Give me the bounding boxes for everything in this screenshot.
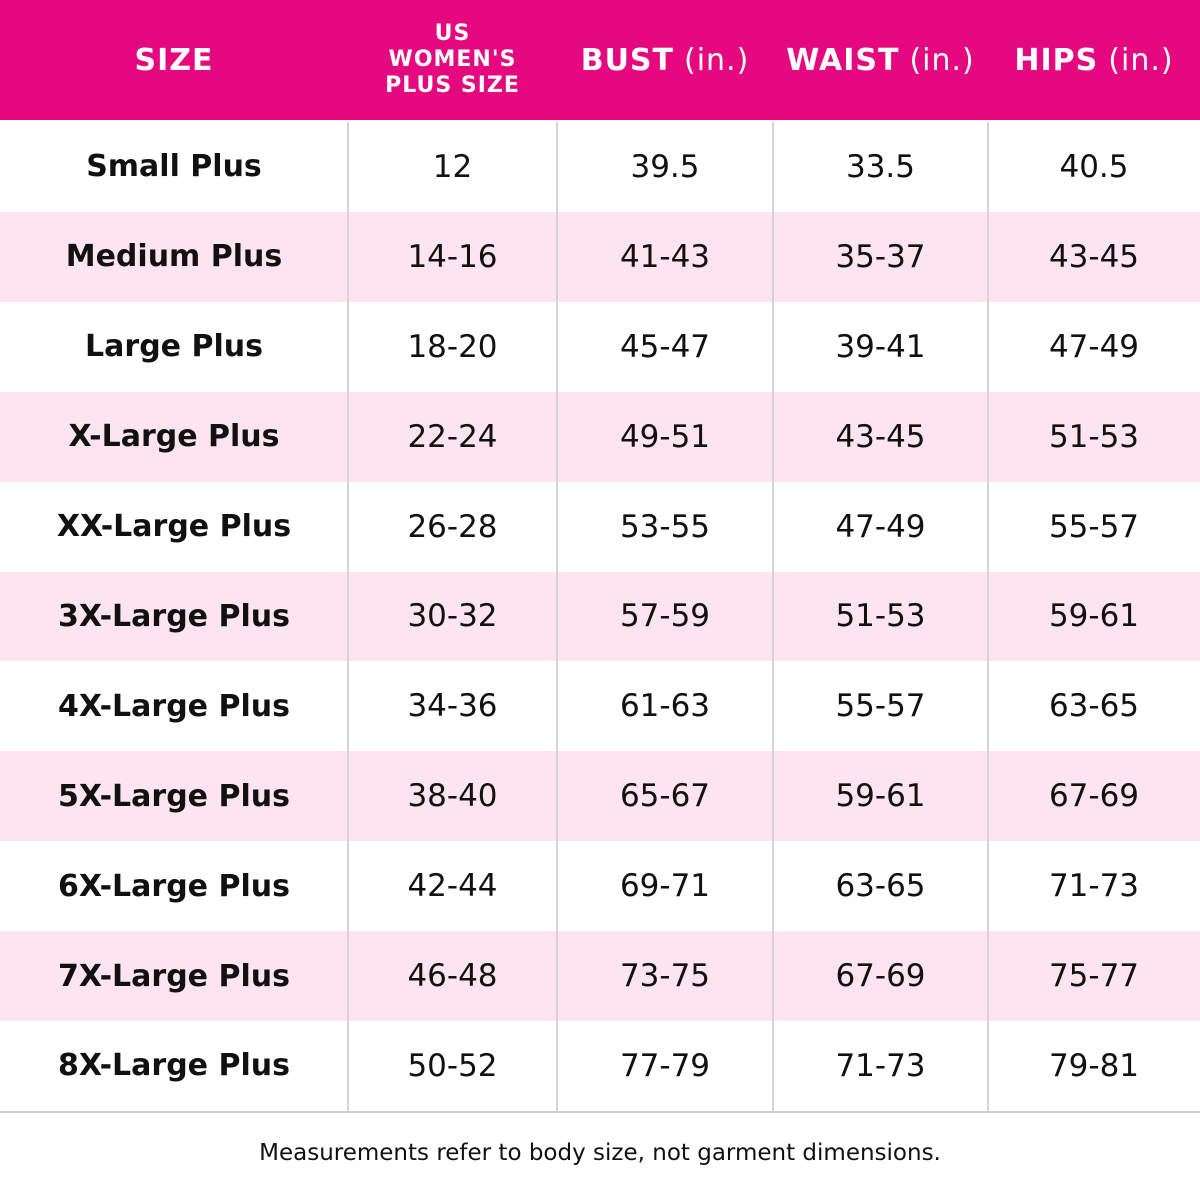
measurement: 71-73 [1048, 868, 1140, 905]
column-divider [987, 122, 989, 1111]
measurement: 67-69 [835, 958, 926, 995]
size-name: 8X-Large Plus [58, 1048, 290, 1084]
column-divider [347, 122, 349, 1111]
measurement: 22-24 [407, 418, 498, 455]
measurement: 12 [432, 148, 473, 185]
column-header: BUST (in.) [557, 0, 773, 120]
header-text: WAIST (in.) [786, 43, 975, 78]
measurement: 59-61 [835, 778, 926, 815]
row-background [0, 571, 1200, 662]
measurement: 77-79 [619, 1047, 711, 1084]
measurement: 55-57 [1048, 508, 1140, 545]
measurement: 41-43 [619, 238, 711, 275]
footnote: Measurements refer to body size, not gar… [259, 1140, 941, 1166]
measurement: 61-63 [619, 688, 711, 725]
measurement: 46-48 [407, 958, 498, 995]
header-unit: (in.) [909, 42, 975, 78]
measurement: 34-36 [407, 688, 498, 725]
row-background [0, 841, 1200, 932]
size-name: 7X-Large Plus [58, 958, 290, 994]
measurement: 18-20 [407, 328, 498, 365]
row-background [0, 661, 1200, 752]
row-background [0, 122, 1200, 212]
measurement: 71-73 [835, 1047, 926, 1084]
measurement: 45-47 [619, 328, 711, 365]
row-background [0, 211, 1200, 302]
header-label: HIPS [1014, 42, 1099, 78]
measurement: 75-77 [1048, 958, 1140, 995]
column-header: HIPS (in.) [988, 0, 1200, 120]
size-name: Medium Plus [65, 239, 283, 275]
header-unit: (in.) [1108, 42, 1174, 78]
measurement: 57-59 [619, 598, 711, 635]
header-text: US WOMEN'S PLUS SIZE [378, 21, 527, 99]
size-name: 6X-Large Plus [58, 868, 290, 904]
size-name: Small Plus [86, 149, 262, 185]
size-name: 5X-Large Plus [58, 778, 290, 814]
measurement: 42-44 [407, 868, 498, 905]
measurement: 47-49 [835, 508, 926, 545]
measurement: 59-61 [1048, 598, 1140, 635]
measurement: 63-65 [835, 868, 926, 905]
size-name: 3X-Large Plus [58, 598, 290, 634]
measurement: 67-69 [1048, 778, 1140, 815]
measurement: 38-40 [407, 778, 498, 815]
measurement: 33.5 [845, 148, 916, 185]
measurement: 30-32 [407, 598, 498, 635]
header-label: WAIST [786, 42, 900, 78]
measurement: 51-53 [835, 598, 926, 635]
header-label: BUST [580, 42, 674, 78]
measurement: 53-55 [619, 508, 711, 545]
measurement: 51-53 [1048, 418, 1140, 455]
column-header: WAIST (in.) [773, 0, 988, 120]
header-text: BUST (in.) [581, 43, 750, 78]
size-name: XX-Large Plus [56, 509, 292, 545]
measurement: 26-28 [407, 508, 498, 545]
column-divider [556, 122, 558, 1111]
row-background [0, 1021, 1200, 1111]
column-divider [772, 122, 774, 1111]
measurement: 50-52 [407, 1047, 498, 1084]
table-border [0, 1111, 1200, 1113]
header-text: HIPS (in.) [1014, 43, 1173, 78]
header-label: US WOMEN'S PLUS SIZE [385, 21, 520, 98]
measurement: 43-45 [835, 418, 926, 455]
measurement: 43-45 [1048, 238, 1140, 275]
measurement: 14-16 [407, 238, 498, 275]
measurement: 39.5 [630, 148, 700, 185]
row-background [0, 751, 1200, 842]
measurement: 79-81 [1048, 1047, 1140, 1084]
measurement: 69-71 [619, 868, 711, 905]
header-text: SIZE [134, 43, 213, 78]
size-name: 4X-Large Plus [58, 688, 290, 724]
measurement: 65-67 [619, 778, 711, 815]
column-header: US WOMEN'S PLUS SIZE [348, 0, 557, 120]
header-unit: (in.) [684, 42, 750, 78]
row-background [0, 481, 1200, 572]
measurement: 49-51 [619, 418, 711, 455]
size-name: Large Plus [85, 329, 263, 365]
measurement: 55-57 [835, 688, 926, 725]
measurement: 73-75 [619, 958, 711, 995]
measurement: 39-41 [835, 328, 926, 365]
column-header: SIZE [0, 0, 348, 120]
size-name: X-Large Plus [68, 419, 280, 455]
header-label: SIZE [134, 42, 214, 78]
row-background [0, 301, 1200, 392]
measurement: 63-65 [1048, 688, 1140, 725]
measurement: 40.5 [1059, 148, 1129, 185]
measurement: 47-49 [1048, 328, 1140, 365]
row-background [0, 931, 1200, 1021]
row-background [0, 391, 1200, 482]
measurement: 35-37 [835, 238, 926, 275]
